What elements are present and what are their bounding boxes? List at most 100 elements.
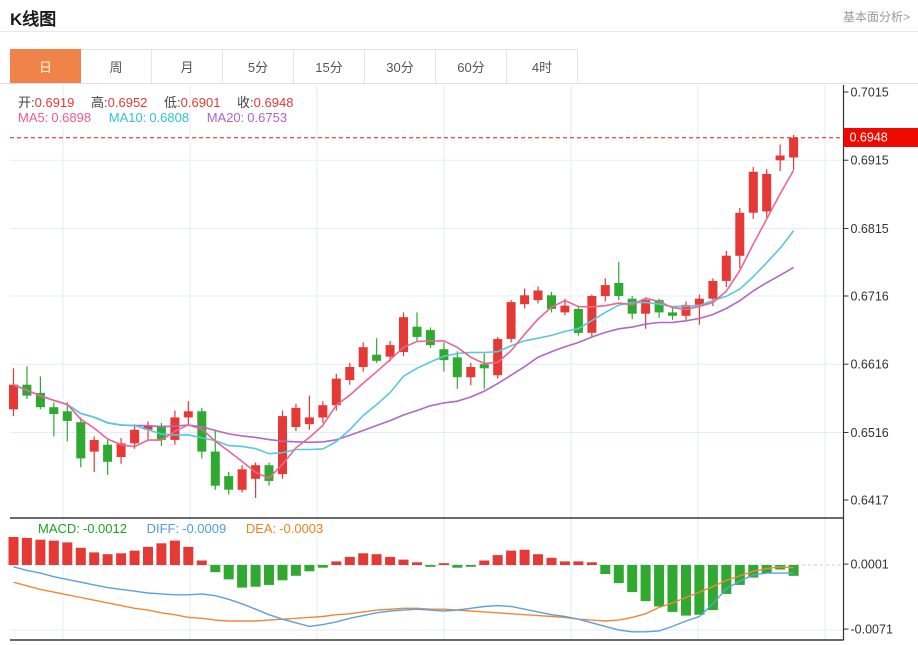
- macd-bar: [627, 565, 638, 593]
- fundamental-analysis-link[interactable]: 基本面分析>: [842, 10, 910, 24]
- macd-bar: [250, 565, 261, 587]
- current-price-badge: [843, 128, 918, 147]
- low-value: 0.6901: [180, 95, 221, 110]
- candle-body: [412, 326, 422, 337]
- ma20-line: [13, 266, 795, 444]
- candle-body: [654, 300, 664, 313]
- dea-value: DEA: -0.0003: [245, 521, 324, 536]
- ma-readout: MA5: 0.6898 MA10: 0.6808 MA20: 0.6753: [18, 110, 301, 125]
- timeframe-tabs: 日 周 月 5分 15分 30分 60分 4时: [10, 49, 578, 84]
- macd-bar: [479, 560, 490, 565]
- macd-bar: [210, 565, 221, 573]
- close-label: 收:: [237, 95, 254, 110]
- candle-body: [224, 476, 234, 490]
- candle-body: [197, 411, 207, 452]
- candle-body: [439, 349, 449, 361]
- candle-body: [385, 345, 395, 357]
- macd-bar: [398, 559, 409, 565]
- macd-bar: [183, 546, 194, 565]
- tab-monthly[interactable]: 月: [152, 49, 223, 84]
- macd-bar: [196, 560, 207, 565]
- tab-daily[interactable]: 日: [10, 49, 81, 84]
- candle-body: [318, 405, 328, 418]
- macd-bar: [264, 565, 274, 585]
- y-axis-label: -0.0071: [851, 623, 893, 637]
- y-axis-label: 0.6716: [851, 290, 889, 304]
- candle-body: [170, 417, 180, 440]
- y-axis-label: 0.0001: [851, 558, 889, 572]
- macd-bar: [223, 565, 234, 580]
- macd-bar: [143, 546, 153, 565]
- candle-body: [775, 155, 785, 161]
- candle-body: [103, 444, 113, 462]
- macd-bar: [613, 565, 624, 584]
- macd-bar: [102, 554, 113, 565]
- candle-body: [547, 295, 556, 309]
- diff-line: [13, 566, 794, 633]
- candles: [9, 135, 799, 498]
- macd-bar: [169, 540, 180, 565]
- candle-body: [130, 429, 140, 444]
- candle-body: [183, 411, 193, 418]
- tab-30min[interactable]: 30分: [365, 49, 436, 84]
- candle-body: [358, 347, 368, 367]
- macd-bar: [533, 554, 543, 565]
- candle-body: [641, 300, 651, 314]
- candle-body: [291, 407, 301, 427]
- macd-bar: [344, 556, 355, 565]
- macd-bar: [290, 565, 301, 576]
- candle-body: [533, 290, 543, 301]
- page-title: K线图: [10, 10, 57, 29]
- macd-readout: MACD: -0.0012 DIFF: -0.0009 DEA: -0.0003: [38, 521, 339, 536]
- candle-body: [466, 367, 476, 378]
- macd-bar: [559, 561, 570, 565]
- macd-bar: [331, 561, 342, 565]
- open-value: 0.6919: [34, 95, 75, 110]
- candle-body: [9, 384, 18, 410]
- macd-bar: [546, 557, 557, 565]
- candle-body: [600, 285, 610, 296]
- candle-body: [708, 281, 718, 299]
- macd-bar: [667, 565, 678, 612]
- diff-value: DIFF: -0.0009: [146, 521, 227, 536]
- tab-60min[interactable]: 60分: [436, 49, 507, 84]
- macd-bar: [412, 562, 422, 565]
- candle-body: [331, 378, 341, 406]
- macd-bar: [304, 565, 315, 572]
- high-value: 0.6952: [107, 95, 148, 110]
- candle-body: [560, 305, 570, 313]
- macd-bar: [640, 565, 651, 602]
- macd-bar: [21, 537, 32, 565]
- macd-bar: [707, 565, 718, 611]
- candle-body: [76, 422, 86, 459]
- macd-bar: [358, 553, 369, 565]
- candle-body: [89, 440, 99, 452]
- macd-bar: [425, 565, 436, 567]
- ohlc-readout: 开:0.6919 高:0.6952 低:0.6901 收:0.6948: [18, 92, 306, 111]
- candle-body: [372, 354, 382, 361]
- candle-body: [156, 425, 166, 440]
- candle-body: [49, 407, 59, 414]
- candle-body: [506, 302, 516, 339]
- macd-bar: [116, 553, 127, 565]
- macd-bar: [734, 565, 745, 585]
- macd-bar: [506, 550, 517, 565]
- candle-body: [479, 364, 489, 369]
- ma5-line: [13, 169, 795, 480]
- candle-body: [762, 173, 772, 212]
- macd-bar: [586, 562, 597, 565]
- candle-body: [237, 469, 247, 490]
- candle-body: [116, 443, 126, 457]
- candle-body: [210, 451, 220, 486]
- candle-body: [573, 309, 583, 333]
- candle-body: [735, 212, 745, 256]
- macd-bar: [156, 543, 167, 565]
- tab-5min[interactable]: 5分: [223, 49, 294, 84]
- y-axis-label: 0.6417: [851, 494, 889, 508]
- header-divider: [0, 31, 918, 32]
- y-axis-label: 0.6815: [851, 222, 889, 236]
- macd-bar: [694, 565, 705, 615]
- macd-bar: [129, 550, 140, 565]
- ma10-readout: MA10: 0.6808: [108, 110, 190, 125]
